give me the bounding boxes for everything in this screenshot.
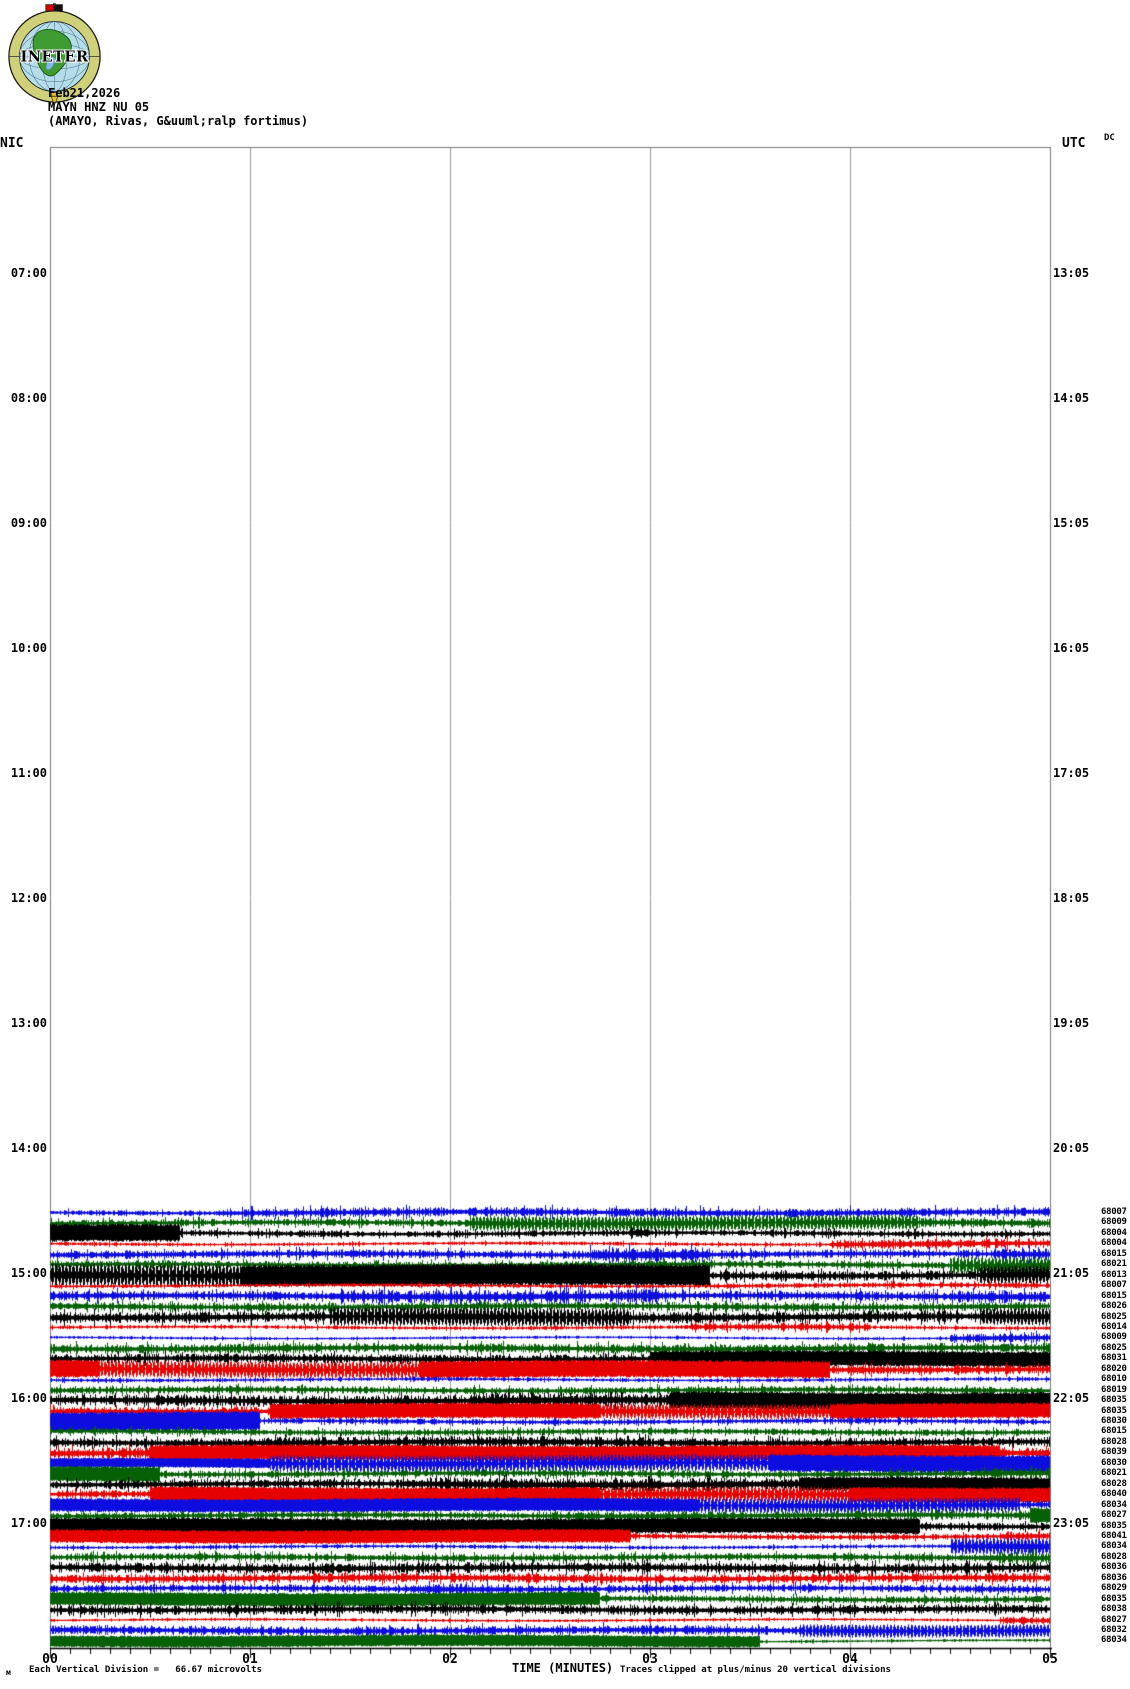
trace-row-label: 68041 [1101, 1530, 1127, 1541]
header: Feb21,2026 MAYN HNZ NU 05 (AMAYO, Rivas,… [48, 86, 308, 128]
logo-nicaragua-map [32, 28, 72, 77]
right-time-label: 19:05 [1053, 1016, 1090, 1030]
right-time-label: 23:05 [1053, 1516, 1090, 1530]
trace-row-label: 68036 [1101, 1572, 1127, 1583]
trace-row-label: 68035 [1101, 1520, 1127, 1531]
scale-note: Each Vertical Division = 66.67 microvolt… [29, 1665, 262, 1675]
right-time-label: 18:05 [1053, 891, 1090, 905]
trace-row-label: 68025 [1101, 1342, 1127, 1353]
left-time-label: 11:00 [10, 766, 47, 780]
logo-text: INETER [20, 48, 89, 65]
logo-plumb-point [50, 95, 59, 106]
trace-row-label: 68026 [1101, 1301, 1127, 1312]
trace-row-label: 68029 [1101, 1583, 1127, 1594]
trace-row-label: 68021 [1101, 1468, 1127, 1479]
trace-row-label: 68040 [1101, 1489, 1127, 1500]
right-time-label: 14:05 [1053, 391, 1090, 405]
x-tick-label: 03 [642, 1652, 658, 1667]
left-time-label: 15:00 [10, 1266, 47, 1280]
trace-row-label: 68004 [1101, 1238, 1127, 1249]
left-time-label: 17:00 [10, 1516, 47, 1530]
trace-row-label: 68027 [1101, 1510, 1127, 1521]
logo-lake [45, 56, 56, 71]
left-time-label: 13:00 [10, 1016, 47, 1030]
x-tick-label: 04 [842, 1652, 858, 1667]
trace-row-label: 68035 [1101, 1405, 1127, 1416]
trace-row-label: 68007 [1101, 1207, 1127, 1217]
trace-row-label: 68007 [1101, 1280, 1127, 1291]
y-unit-mark: м [6, 1668, 11, 1677]
right-time-label: 22:05 [1053, 1391, 1090, 1405]
trace-row-label: 68010 [1101, 1374, 1127, 1385]
trace-row-label: 68027 [1101, 1614, 1127, 1625]
clip-note: Traces clipped at plus/minus 20 vertical… [620, 1665, 891, 1675]
right-time-label: 16:05 [1053, 641, 1090, 655]
trace-row-label: 68035 [1101, 1395, 1127, 1406]
x-tick-label: 01 [242, 1652, 258, 1667]
header-station: MAYN HNZ NU 05 [48, 100, 150, 114]
left-time-label: 16:00 [10, 1391, 47, 1405]
header-location: (AMAYO, Rivas, G&uuml;ralp fortimus) [48, 114, 309, 128]
trace-row-label: 68021 [1101, 1259, 1127, 1270]
trace-row-label: 68034 [1101, 1635, 1127, 1646]
left-axis-title: NIC [0, 136, 24, 151]
trace-row-label: 68031 [1101, 1353, 1127, 1364]
right-time-label: 15:05 [1053, 516, 1090, 530]
trace-row-label: 68034 [1101, 1499, 1127, 1510]
right-time-label: 20:05 [1053, 1141, 1090, 1155]
trace-row-label: 68034 [1101, 1541, 1127, 1552]
trace-row-label: 68032 [1101, 1625, 1127, 1635]
trace-row-label: 68014 [1101, 1321, 1127, 1332]
trace-row-label: 68025 [1101, 1311, 1127, 1322]
left-time-label: 07:00 [10, 266, 47, 280]
x-axis-title: TIME (MINUTES) [512, 1661, 614, 1675]
header-date: Feb21,2026 [48, 86, 121, 100]
right-time-label: 13:05 [1053, 266, 1090, 280]
ineter-logo: INETER [8, 3, 101, 106]
left-time-label: 14:00 [10, 1141, 47, 1155]
trace-row-label: 68036 [1101, 1562, 1127, 1573]
trace-row-label: 68035 [1101, 1593, 1127, 1604]
left-time-label: 10:00 [10, 641, 47, 655]
x-tick-label: 02 [442, 1652, 458, 1667]
right-time-label: 21:05 [1053, 1266, 1090, 1280]
trace-row-label: 68030 [1101, 1416, 1127, 1426]
left-time-label: 09:00 [10, 516, 47, 530]
trace-row-label: 68028 [1101, 1436, 1127, 1447]
x-tick-label: 00 [42, 1652, 58, 1667]
right-axis-subtitle: DC [1104, 133, 1115, 143]
right-time-label: 17:05 [1053, 766, 1090, 780]
trace-row-label: 68009 [1101, 1217, 1127, 1228]
trace-row-label: 68028 [1101, 1551, 1127, 1562]
trace-row-label: 68015 [1101, 1426, 1127, 1437]
trace-row-label: 68019 [1101, 1384, 1127, 1395]
trace-row-label: 68030 [1101, 1457, 1127, 1468]
trace-row-label: 68004 [1101, 1227, 1127, 1238]
trace-row-label: 68009 [1101, 1332, 1127, 1343]
right-axis-title: UTC [1062, 136, 1086, 151]
trace-row-label: 68013 [1101, 1269, 1127, 1280]
trace-row-label: 68015 [1101, 1290, 1127, 1301]
trace-row-label: 68028 [1101, 1478, 1127, 1489]
trace-row-label: 68038 [1101, 1604, 1127, 1615]
x-tick-label: 05 [1042, 1652, 1058, 1667]
left-time-label: 08:00 [10, 391, 47, 405]
trace-row-label: 68039 [1101, 1447, 1127, 1458]
left-time-label: 12:00 [10, 891, 47, 905]
trace-row-label: 68015 [1101, 1248, 1127, 1259]
trace-row-label: 68020 [1101, 1363, 1127, 1374]
